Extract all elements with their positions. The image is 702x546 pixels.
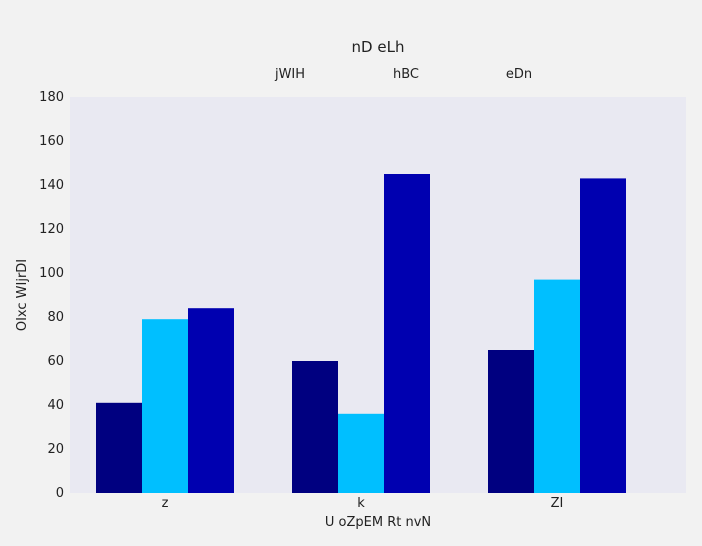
legend-label: hBC	[393, 67, 419, 82]
chart-title: nD eLh	[352, 38, 405, 56]
bar-jWIH-ZI	[488, 350, 534, 493]
legend-label: eDn	[506, 67, 532, 82]
y-tick-label: 0	[56, 486, 64, 501]
y-tick-label: 120	[39, 222, 64, 237]
x-axis-title: U oZpEM Rt nvN	[325, 515, 431, 530]
x-axis-ticks: z k ZI	[162, 496, 564, 511]
bar-eDn-z	[188, 308, 234, 493]
bar-hBC-k	[338, 414, 384, 493]
bar-hBC-z	[142, 319, 188, 493]
legend-label: jWIH	[274, 67, 305, 82]
legend: jWIH hBC eDn	[274, 67, 532, 82]
y-tick-label: 80	[47, 310, 64, 325]
y-tick-label: 60	[47, 354, 64, 369]
y-tick-label: 20	[47, 442, 64, 457]
bar-eDn-ZI	[580, 178, 626, 493]
bar-jWIH-k	[292, 361, 338, 493]
x-tick-label: k	[357, 496, 365, 511]
x-tick-label: z	[162, 496, 169, 511]
x-tick-label: ZI	[551, 496, 564, 511]
y-tick-label: 140	[39, 178, 64, 193]
y-axis-ticks: 0 20 40 60 80 100 120 140 160 180	[39, 90, 64, 501]
bar-eDn-k	[384, 174, 430, 493]
y-tick-label: 100	[39, 266, 64, 281]
y-tick-label: 40	[47, 398, 64, 413]
y-axis-title: OIxc WIjrDI	[15, 259, 30, 331]
y-tick-label: 180	[39, 90, 64, 105]
bar-hBC-ZI	[534, 280, 580, 493]
y-tick-label: 160	[39, 134, 64, 149]
bar-jWIH-z	[96, 403, 142, 493]
